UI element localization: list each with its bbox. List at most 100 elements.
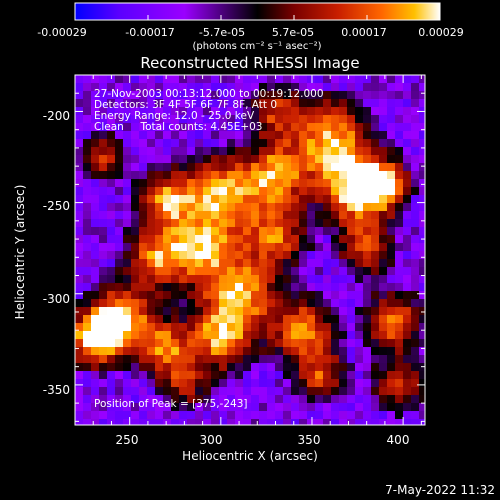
heatmap-cell	[275, 267, 284, 276]
heatmap-cell	[75, 363, 84, 372]
heatmap-cell	[91, 275, 100, 284]
heatmap-cell	[355, 291, 364, 300]
annotation-energy-range: Energy Range: 12.0 - 25.0 keV	[94, 110, 255, 122]
heatmap-cell	[243, 227, 252, 236]
heatmap-cell	[243, 291, 252, 300]
heatmap-cell	[195, 339, 204, 348]
heatmap-cell	[123, 315, 132, 324]
heatmap-cell	[387, 315, 396, 324]
heatmap-cell	[339, 115, 348, 124]
heatmap-cell	[307, 171, 316, 180]
heatmap-cell	[139, 179, 148, 188]
heatmap-cell	[419, 411, 425, 420]
heatmap-cell	[235, 371, 244, 380]
heatmap-cell	[203, 267, 212, 276]
heatmap-cell	[315, 259, 324, 268]
heatmap-cell	[347, 283, 356, 292]
heatmap-cell	[267, 235, 276, 244]
heatmap-cell	[179, 243, 188, 252]
heatmap-cell	[179, 75, 188, 84]
heatmap-cell	[107, 259, 116, 268]
heatmap-cell	[155, 283, 164, 292]
heatmap-cell	[123, 195, 132, 204]
heatmap-cell	[227, 187, 236, 196]
heatmap-cell	[187, 299, 196, 308]
heatmap-cell	[291, 323, 300, 332]
heatmap-cell	[83, 219, 92, 228]
heatmap-cell	[187, 331, 196, 340]
heatmap-cell	[307, 147, 316, 156]
heatmap-cell	[243, 91, 252, 100]
heatmap-cell	[179, 347, 188, 356]
heatmap-cell	[219, 403, 228, 412]
heatmap-cell	[91, 163, 100, 172]
heatmap-cell	[235, 75, 244, 84]
heatmap-cell	[267, 275, 276, 284]
annotations: 27-Nov-2003 00:13:12.000 to 00:19:12.000…	[94, 88, 324, 410]
heatmap-cell	[315, 171, 324, 180]
heatmap-cell	[267, 267, 276, 276]
heatmap-cell	[163, 419, 172, 425]
heatmap-cell	[187, 267, 196, 276]
heatmap-cell	[243, 331, 252, 340]
heatmap-cell	[179, 99, 188, 108]
heatmap-cell	[163, 275, 172, 284]
heatmap-cell	[339, 99, 348, 108]
heatmap-cell	[403, 227, 412, 236]
heatmap-cell	[371, 203, 380, 212]
heatmap-cell	[171, 203, 180, 212]
heatmap-cell	[179, 331, 188, 340]
heatmap-cell	[275, 251, 284, 260]
heatmap-cell	[123, 211, 132, 220]
heatmap-cell	[363, 331, 372, 340]
heatmap-cell	[379, 347, 388, 356]
heatmap-cell	[155, 187, 164, 196]
heatmap-cell	[179, 195, 188, 204]
heatmap-cell	[235, 91, 244, 100]
heatmap-cell	[227, 219, 236, 228]
heatmap-cell	[75, 139, 84, 148]
heatmap-cell	[235, 171, 244, 180]
heatmap-cell	[219, 187, 228, 196]
heatmap-cell	[123, 171, 132, 180]
heatmap-cell	[371, 315, 380, 324]
heatmap-cell	[203, 171, 212, 180]
heatmap-cell	[411, 171, 420, 180]
heatmap-cell	[283, 339, 292, 348]
heatmap-cell	[211, 75, 220, 84]
heatmap-cell	[131, 219, 140, 228]
heatmap-cell	[339, 83, 348, 92]
heatmap-cell	[315, 107, 324, 116]
heatmap-cell	[75, 299, 84, 308]
heatmap-cell	[211, 235, 220, 244]
heatmap-cell	[387, 83, 396, 92]
heatmap-cell	[139, 251, 148, 260]
heatmap-cell	[315, 155, 324, 164]
heatmap-cell	[331, 243, 340, 252]
heatmap-cell	[267, 139, 276, 148]
heatmap-cell	[139, 227, 148, 236]
heatmap-cell	[163, 379, 172, 388]
heatmap-cell	[123, 107, 132, 116]
heatmap-cell	[131, 155, 140, 164]
heatmap-cell	[99, 331, 108, 340]
heatmap-cell	[107, 243, 116, 252]
heatmap-cell	[227, 195, 236, 204]
heatmap-cell	[171, 227, 180, 236]
heatmap-cell	[187, 251, 196, 260]
heatmap-cell	[331, 411, 340, 420]
heatmap-cell	[163, 187, 172, 196]
heatmap-cell	[411, 275, 420, 284]
heatmap-cell	[283, 99, 292, 108]
heatmap-cell	[171, 307, 180, 316]
heatmap-cell	[379, 291, 388, 300]
heatmap-cell	[75, 91, 84, 100]
heatmap-cell	[171, 115, 180, 124]
heatmap-cell	[99, 139, 108, 148]
heatmap-cell	[355, 299, 364, 308]
heatmap-cell	[179, 283, 188, 292]
heatmap-cell	[347, 227, 356, 236]
heatmap-cell	[395, 275, 404, 284]
heatmap-cell	[83, 307, 92, 316]
heatmap-cell	[107, 75, 116, 84]
